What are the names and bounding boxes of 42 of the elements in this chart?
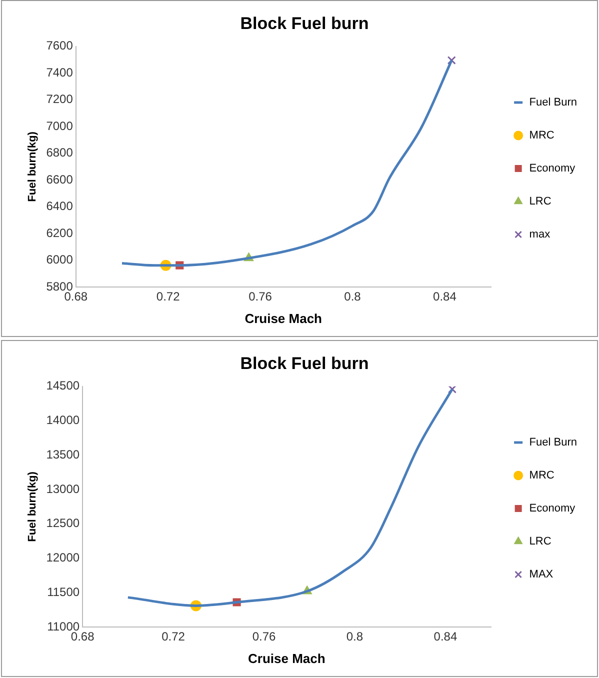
point bbox=[447, 56, 456, 65]
legend-label: Economy bbox=[529, 162, 576, 175]
y-tick-label: 6200 bbox=[46, 226, 74, 240]
point bbox=[448, 386, 457, 394]
y-tick-label: 14000 bbox=[46, 413, 80, 428]
y-tick-label: 7000 bbox=[46, 118, 74, 133]
y-tick-label: 6000 bbox=[46, 252, 74, 267]
y-tick-label: 7200 bbox=[46, 92, 74, 106]
chart-title: Block Fuel burn bbox=[240, 14, 369, 33]
y-tick-label: 14500 bbox=[46, 378, 80, 393]
x-tick-label: 0.8 bbox=[344, 290, 362, 304]
legend-label: MRC bbox=[529, 470, 554, 482]
y-tick-label: 6400 bbox=[46, 199, 74, 214]
x-tick-label: 0.84 bbox=[433, 290, 457, 304]
legend-label: Fuel Burn bbox=[529, 96, 578, 109]
legend-label: Fuel Burn bbox=[529, 436, 578, 449]
legend-label: LRC bbox=[529, 196, 552, 208]
y-tick-label: 7600 bbox=[46, 38, 74, 53]
y-axis-title: Fuel burn(kg) bbox=[26, 471, 39, 542]
x-tick-label: 0.76 bbox=[252, 630, 276, 644]
x-tick-label: 0.72 bbox=[162, 630, 186, 644]
legend-label: MAX bbox=[529, 568, 554, 581]
x-axis-title: Cruise Mach bbox=[244, 310, 322, 326]
legend-label: LRC bbox=[529, 536, 552, 548]
y-tick-label: 12000 bbox=[46, 550, 80, 565]
y-tick-label: 13500 bbox=[46, 447, 80, 462]
legend-label: max bbox=[529, 228, 551, 241]
x-tick-label: 0.76 bbox=[248, 290, 272, 304]
y-tick-label: 12500 bbox=[46, 516, 80, 530]
y-tick-label: 6800 bbox=[46, 146, 74, 160]
x-tick-label: 0.8 bbox=[346, 630, 364, 644]
legend-label: Economy bbox=[529, 502, 576, 515]
y-tick-label: 13000 bbox=[46, 482, 80, 496]
x-axis-title: Cruise Mach bbox=[248, 650, 326, 666]
x-tick-label: 0.72 bbox=[156, 290, 180, 304]
chart-title: Block Fuel burn bbox=[240, 354, 369, 373]
x-tick-label: 0.84 bbox=[434, 630, 458, 644]
legend-label: MRC bbox=[529, 130, 554, 142]
y-axis-title: Fuel burn(kg) bbox=[26, 131, 39, 202]
y-tick-label: 7400 bbox=[46, 65, 74, 80]
y-tick-label: 11500 bbox=[47, 584, 80, 599]
y-tick-label: 6600 bbox=[46, 172, 74, 186]
